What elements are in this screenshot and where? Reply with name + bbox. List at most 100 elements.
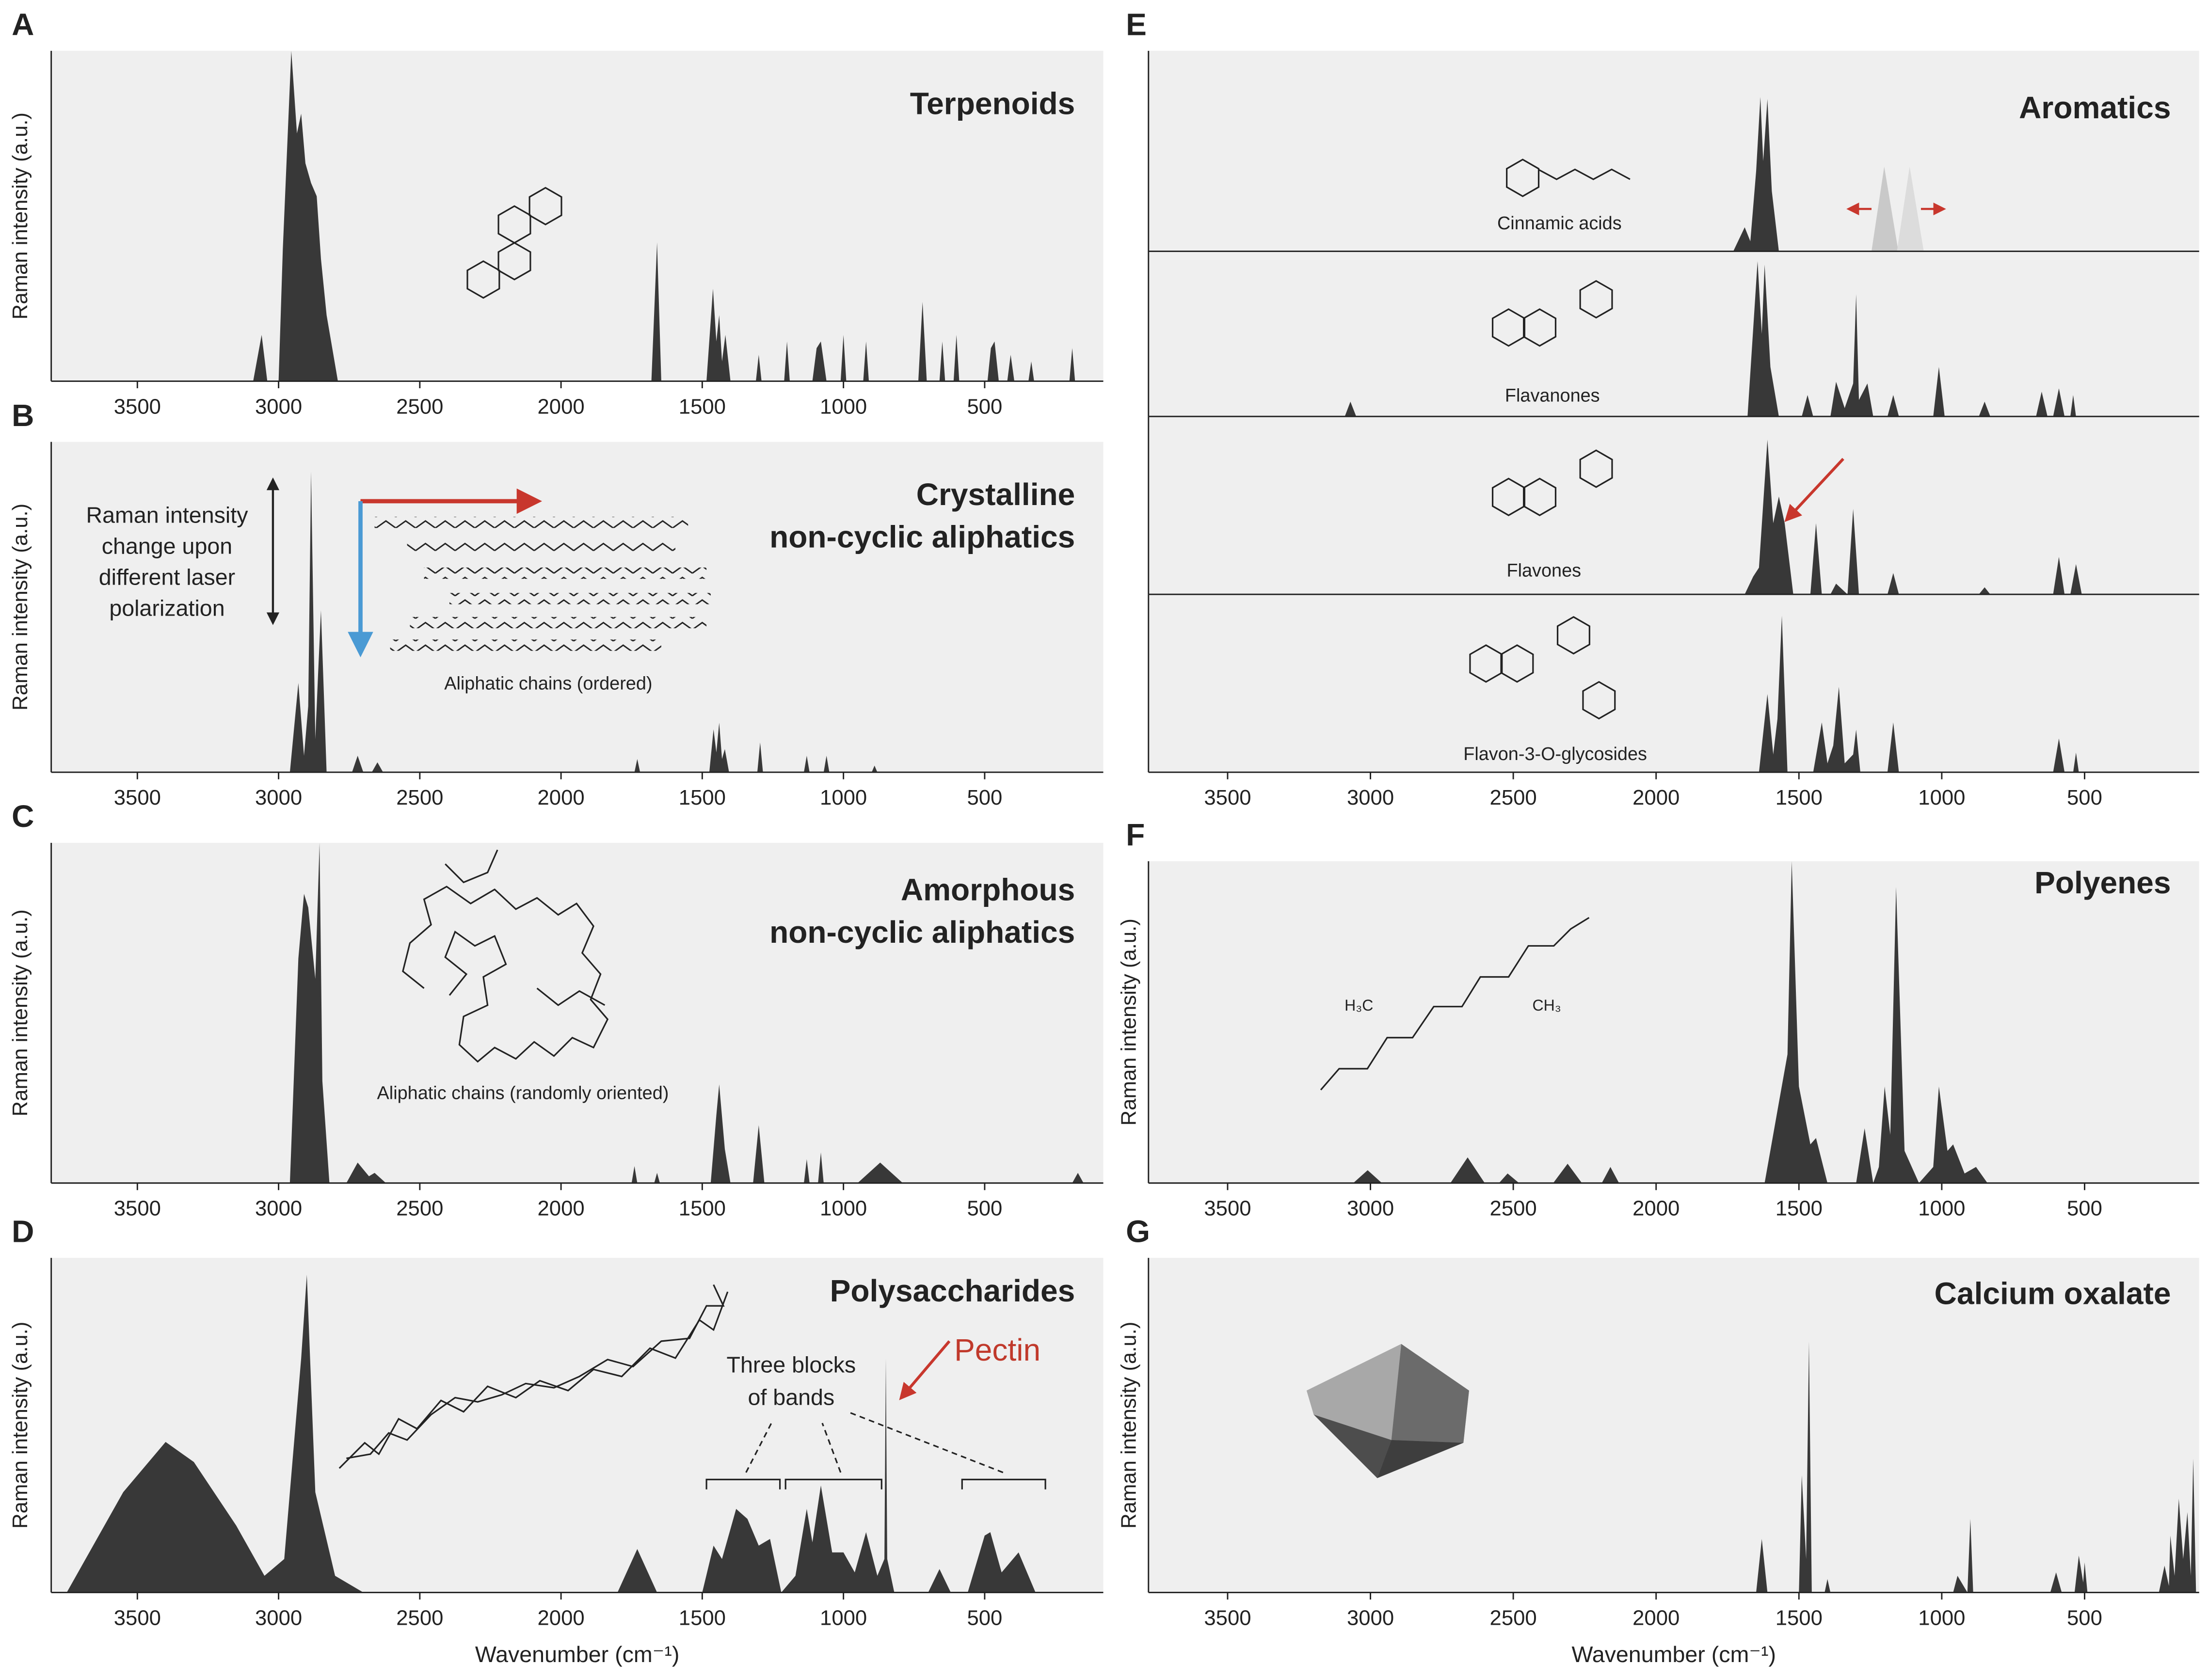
chart-title: non-cyclic aliphatics (769, 520, 1075, 555)
plot-background (1148, 50, 2199, 252)
chain (374, 517, 688, 528)
x-tick-label: 500 (967, 395, 1002, 418)
x-tick-label: 3000 (1347, 1606, 1394, 1630)
x-tick-label: 3000 (255, 395, 302, 418)
annotation: Flavanones (1505, 385, 1600, 406)
x-tick-label: 3500 (1204, 1197, 1251, 1220)
x-tick-label: 2500 (1490, 1606, 1537, 1630)
crystal (1377, 1440, 1464, 1478)
x-tick-label: 2000 (1632, 1197, 1680, 1220)
annotation: Flavon-3-O-glycosides (1463, 744, 1647, 764)
panel-letter: A (12, 7, 34, 42)
plot-background (1148, 251, 2199, 417)
x-tick-label: 3500 (114, 1606, 161, 1630)
x-tick-label: 1000 (820, 395, 867, 418)
x-tick-label: 3000 (255, 1197, 302, 1220)
annotation: different laser (99, 564, 235, 589)
annotation: CH₃ (1532, 997, 1561, 1014)
x-tick-label: 1000 (820, 1197, 867, 1220)
plot-background (1148, 861, 2199, 1183)
x-tick-label: 1500 (679, 395, 726, 418)
x-tick-label: 1500 (679, 786, 726, 809)
x-tick-label: 1500 (679, 1197, 726, 1220)
annotation: Aliphatic chains (randomly oriented) (377, 1083, 669, 1103)
x-tick-label: 1500 (1776, 786, 1823, 809)
x-axis-label: Wavenumber (cm⁻¹) (475, 1642, 680, 1667)
spectrum (1733, 97, 1779, 252)
labels: 3500 3000 2500 2000 1500 1000 500 A Terpenoids Ra… (8, 7, 2199, 1667)
x-tick-label: 1500 (1776, 1197, 1823, 1220)
x-tick-label: 500 (967, 1606, 1002, 1630)
x-tick-label: 2000 (538, 1197, 585, 1220)
x-tick-label: 500 (967, 1197, 1002, 1220)
x-tick-label: 2500 (1490, 1197, 1537, 1220)
x-tick-label: 3000 (255, 1606, 302, 1630)
annotation: H₃C (1344, 997, 1373, 1014)
x-tick-label: 2000 (1632, 786, 1680, 809)
x-tick-label: 2000 (538, 395, 585, 418)
crystal (1391, 1344, 1469, 1443)
annotation: Raman intensity (86, 502, 248, 527)
x-tick-label: 3000 (255, 786, 302, 809)
x-tick-label: 1000 (1918, 1197, 1965, 1220)
chart-title: Aromatics (2019, 90, 2171, 125)
crystal (1306, 1344, 1402, 1440)
crystal (1313, 1414, 1392, 1478)
chain (445, 849, 498, 884)
molecule (1320, 917, 1590, 1091)
plot-background (51, 50, 1104, 381)
chain (536, 987, 606, 1006)
chain (449, 593, 711, 604)
chain (390, 639, 661, 651)
x-tick-label: 500 (967, 786, 1002, 809)
chart-title: Crystalline (916, 477, 1075, 512)
bracket (705, 1478, 1046, 1490)
x-tick-label: 2500 (396, 1606, 443, 1630)
illustrations (266, 158, 1946, 1490)
chain (424, 567, 707, 579)
chain (407, 542, 676, 554)
y-axis-label: Raman intensity (a.u.) (8, 504, 32, 711)
x-tick-label: 1000 (820, 1606, 867, 1630)
x-tick-label: 3500 (1204, 786, 1251, 809)
x-tick-label: 1000 (1918, 786, 1965, 809)
x-tick-label: 1000 (1918, 1606, 1965, 1630)
x-tick-label: 2500 (396, 786, 443, 809)
leader-line (745, 1411, 1004, 1474)
chain (410, 617, 707, 629)
ribbon (338, 1291, 729, 1469)
plot-background (1148, 1258, 2199, 1593)
x-tick-label: 2500 (1490, 786, 1537, 809)
x-tick-label: 2000 (1632, 1606, 1680, 1630)
chain (402, 886, 609, 1063)
chart-title: Calcium oxalate (1935, 1276, 2171, 1311)
panel-letter: G (1126, 1214, 1150, 1249)
x-tick-label: 3500 (114, 1197, 161, 1220)
x-tick-label: 2500 (396, 1197, 443, 1220)
plot-background (1148, 416, 2199, 595)
plot-background (51, 442, 1104, 773)
x-tick-label: 1000 (820, 786, 867, 809)
ribbon (346, 1284, 725, 1459)
spectrum (253, 50, 1075, 381)
x-tick-label: 3500 (114, 786, 161, 809)
annotation: Aliphatic chains (ordered) (444, 674, 652, 694)
x-tick-label: 500 (2067, 1606, 2102, 1630)
plot-background (51, 842, 1104, 1183)
x-tick-label: 1500 (679, 1606, 726, 1630)
annotation: Pectin (954, 1332, 1040, 1367)
y-axis-label: Raman intensity (a.u.) (8, 1322, 32, 1529)
spectra (66, 50, 2196, 1593)
x-tick-label: 3000 (1347, 1197, 1394, 1220)
x-tick-label: 2500 (396, 395, 443, 418)
y-axis-label: Raman intensity (a.u.) (8, 112, 32, 319)
y-axis-label: Raman intensity (a.u.) (8, 909, 32, 1116)
chart-title: Amorphous (901, 872, 1075, 907)
panel-letter: F (1126, 817, 1145, 852)
panel-letter: B (12, 398, 34, 433)
x-tick-label: 3500 (1204, 1606, 1251, 1630)
annotation: of bands (748, 1385, 834, 1410)
chart-title: Polysaccharides (830, 1273, 1075, 1308)
